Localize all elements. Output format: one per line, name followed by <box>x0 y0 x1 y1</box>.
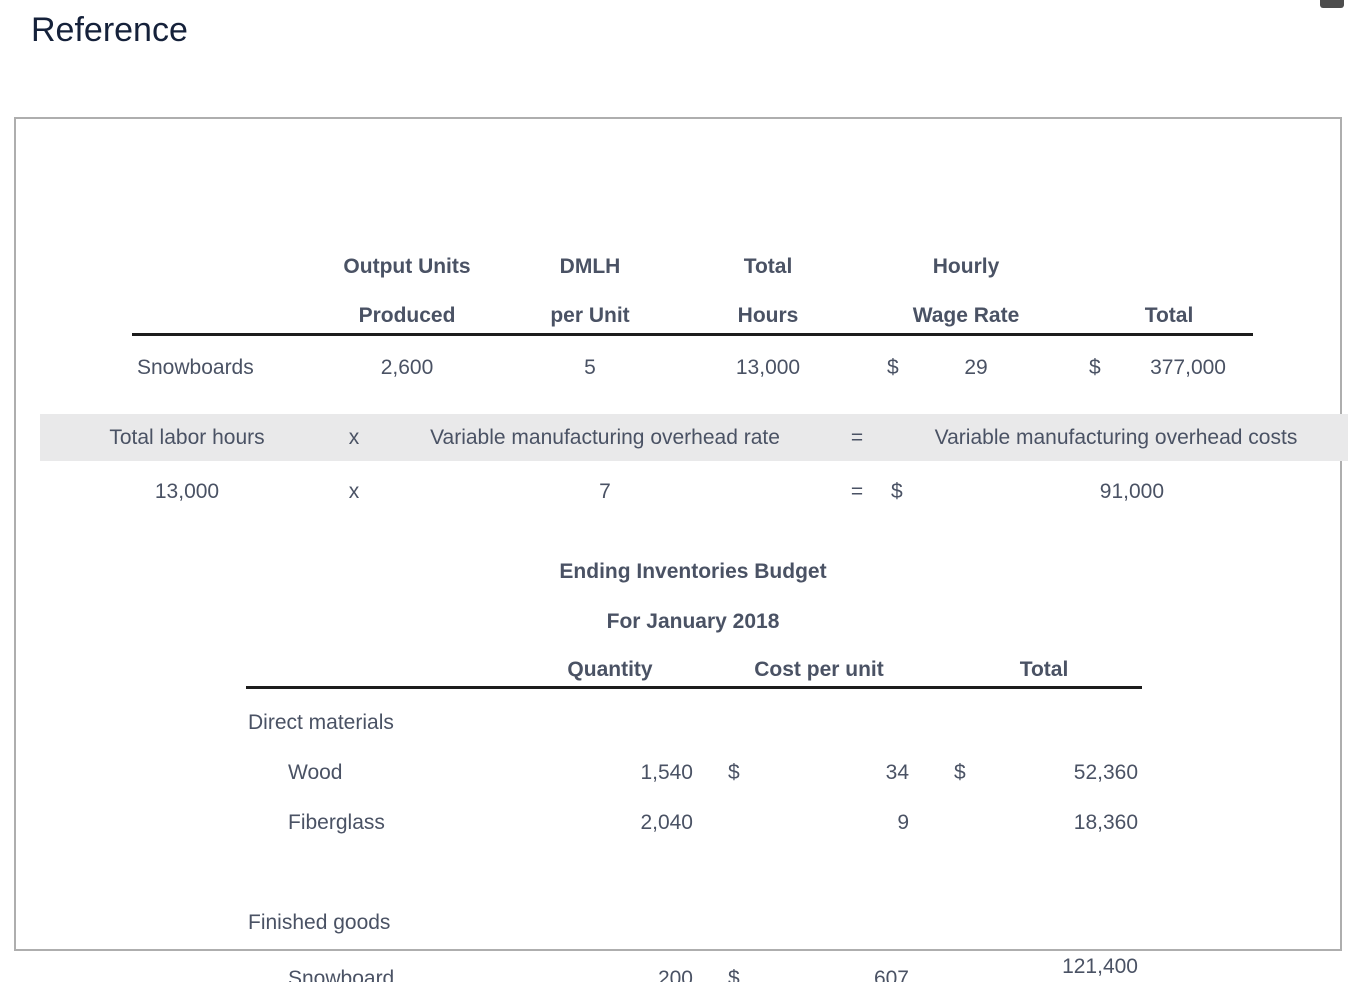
cell-cost-per-unit: 607 <box>873 967 909 982</box>
reference-panel: Output Units DMLH Total Hourly Produced … <box>14 117 1348 982</box>
column-header-dmlh-line1: DMLH <box>559 255 621 278</box>
value-total-labor-hours: 13,000 <box>154 480 220 503</box>
header-rule <box>246 686 1142 689</box>
section-label-finished-goods: Finished goods <box>248 911 391 934</box>
cell-cost-per-unit: 9 <box>897 811 909 834</box>
currency-sign: $ <box>728 761 740 784</box>
column-header-total: Total <box>1144 304 1194 327</box>
cell-output-units: 2,600 <box>380 356 434 379</box>
column-header-quantity: Quantity <box>567 658 653 681</box>
cell-quantity: 1,540 <box>640 761 693 784</box>
table-subtitle: For January 2018 <box>606 610 780 633</box>
multiply-sign: x <box>348 426 360 449</box>
cell-total: 52,360 <box>1073 761 1138 784</box>
currency-sign: $ <box>891 480 903 503</box>
row-label-snowboards: Snowboards <box>137 356 254 379</box>
page-title: Reference <box>31 11 188 49</box>
cell-total: 121,400 <box>1062 955 1138 978</box>
row-label-fiberglass: Fiberglass <box>288 811 385 834</box>
cell-total-wages: 377,000 <box>1150 356 1226 379</box>
value-overhead-rate: 7 <box>599 480 611 503</box>
currency-sign: $ <box>728 967 740 982</box>
cell-dmlh-per-unit: 5 <box>584 356 596 379</box>
cell-cost-per-unit: 34 <box>885 761 909 784</box>
row-label-wood: Wood <box>288 761 343 784</box>
highlight-band <box>40 414 1348 461</box>
currency-sign: $ <box>1089 356 1101 379</box>
cell-quantity: 200 <box>657 967 693 982</box>
column-header-output-units-line1: Output Units <box>343 255 471 278</box>
scrollbar-thumb-fragment[interactable] <box>1320 0 1344 8</box>
equals-sign: = <box>850 480 864 503</box>
column-header-output-units-line2: Produced <box>358 304 456 327</box>
label-total-labor-hours: Total labor hours <box>109 426 265 449</box>
label-overhead-rate: Variable manufacturing overhead rate <box>430 426 780 449</box>
column-header-wage-line2: Wage Rate <box>912 304 1020 327</box>
multiply-sign: x <box>348 480 360 503</box>
column-header-total: Total <box>1019 658 1069 681</box>
label-overhead-costs: Variable manufacturing overhead costs <box>934 426 1298 449</box>
value-overhead-costs: 91,000 <box>1099 480 1164 503</box>
section-label-direct-materials: Direct materials <box>248 711 394 734</box>
column-header-dmlh-line2: per Unit <box>550 304 630 327</box>
column-header-total-hours-line1: Total <box>743 255 793 278</box>
column-header-cost-per-unit: Cost per unit <box>754 658 884 681</box>
cell-total: 18,360 <box>1073 811 1138 834</box>
cell-wage-rate: 29 <box>964 356 988 379</box>
currency-sign: $ <box>887 356 899 379</box>
row-label-snowboard: Snowboard <box>288 967 395 982</box>
column-header-total-hours-line2: Hours <box>737 304 799 327</box>
table-title: Ending Inventories Budget <box>559 560 827 583</box>
cell-quantity: 2,040 <box>640 811 693 834</box>
cell-total-hours: 13,000 <box>735 356 801 379</box>
column-header-wage-line1: Hourly <box>932 255 1000 278</box>
currency-sign: $ <box>954 761 966 784</box>
equals-sign: = <box>850 426 864 449</box>
header-rule <box>132 333 1253 336</box>
